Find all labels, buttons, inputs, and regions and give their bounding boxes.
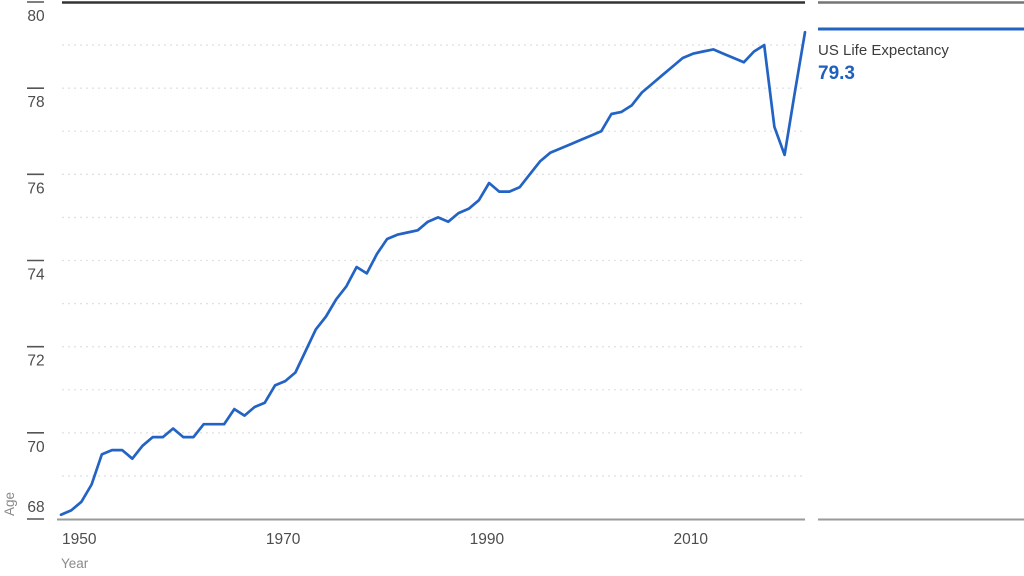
y-tick-label: 78	[27, 94, 44, 111]
x-tick-label: 1970	[266, 531, 301, 548]
y-tick-label: 68	[27, 499, 44, 516]
x-axis-tick-labels: 1950 1970 1990 2010	[62, 531, 708, 548]
y-tick-label: 74	[27, 267, 45, 284]
x-axis-title: Year	[61, 556, 89, 571]
y-axis-ticks	[27, 1, 44, 520]
gridlines	[62, 44, 805, 477]
life-expectancy-line	[59, 30, 807, 517]
y-tick-label: 80	[27, 8, 45, 25]
side-panel: US Life Expectancy 79.3	[818, 1, 1024, 521]
y-tick-label: 70	[27, 439, 45, 456]
y-tick-label: 72	[27, 353, 44, 370]
x-tick-label: 1990	[470, 531, 505, 548]
x-tick-label: 2010	[674, 531, 709, 548]
x-tick-label: 1950	[62, 531, 97, 548]
series-label: US Life Expectancy	[818, 42, 949, 59]
y-tick-label: 76	[27, 180, 44, 197]
current-value-label: 79.3	[818, 63, 855, 84]
y-axis-title: Age	[2, 492, 17, 516]
y-axis-tick-labels: 68 70 72 74 76 78 80	[27, 8, 45, 516]
